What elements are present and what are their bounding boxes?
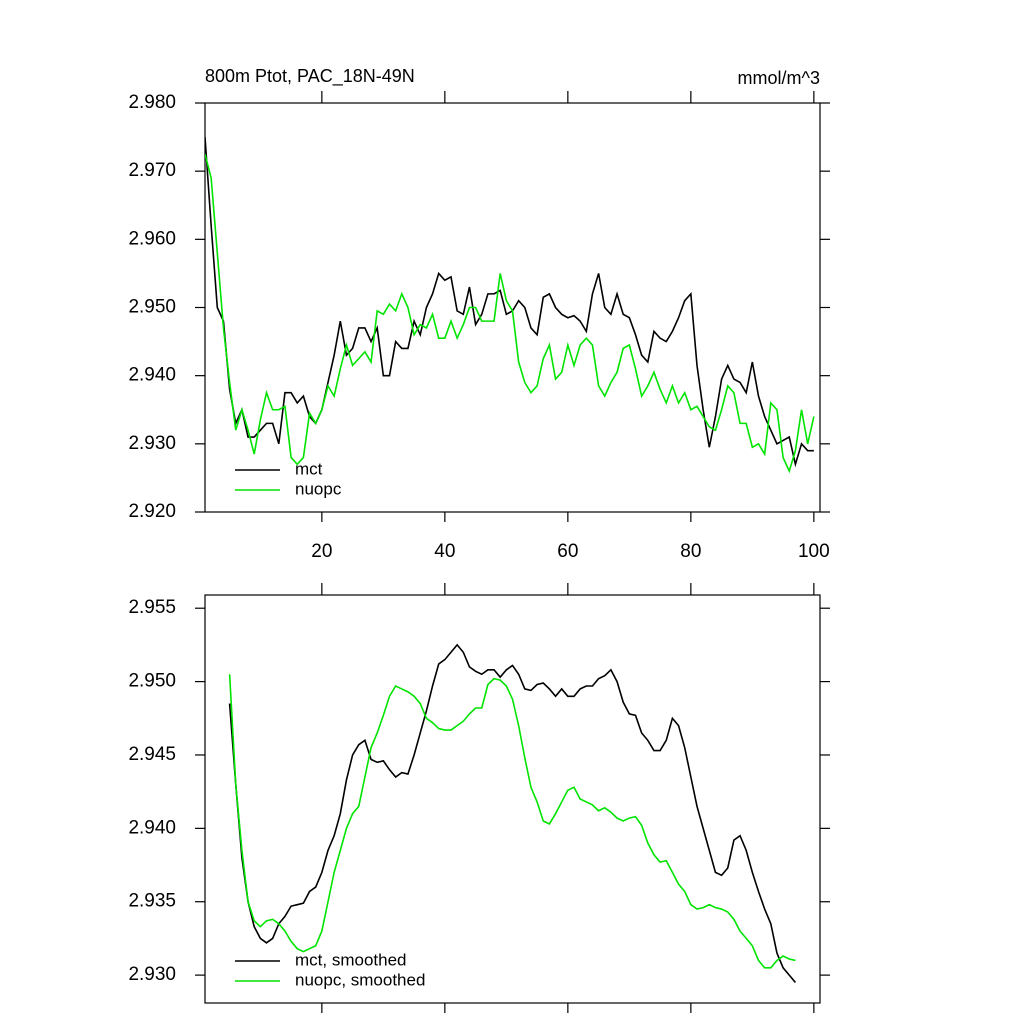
y-tick-label: 2.945 [128,744,176,765]
series-line [228,643,797,983]
y-tick-label: 2.950 [128,671,176,692]
y-tick-label: 2.940 [128,817,176,838]
x-tick-label: 80 [680,541,701,562]
legend-label: mct, smoothed [295,950,407,969]
x-tick-label: 20 [311,541,332,562]
units-label: mmol/m^3 [738,68,820,88]
legend-label: nuopc, smoothed [295,970,425,989]
y-tick-label: 2.935 [128,891,176,912]
y-tick-label: 2.955 [128,597,176,618]
legend-label: mct [295,459,323,478]
x-tick-label: 60 [557,541,578,562]
y-tick-label: 2.980 [128,92,176,113]
y-tick-label: 2.950 [128,297,176,318]
series-line [205,153,815,474]
x-tick-label: 100 [798,541,830,562]
series-line [228,674,796,969]
plot-frame [204,594,821,1004]
y-tick-label: 2.920 [128,501,176,522]
y-tick-label: 2.960 [128,228,176,249]
y-tick-label: 2.970 [128,160,176,181]
y-tick-label: 2.930 [128,433,176,454]
series-line [205,137,814,468]
plot-frame [204,102,821,513]
chart-title: 800m Ptot, PAC_18N-49N [205,66,415,87]
y-tick-label: 2.930 [128,964,176,985]
y-tick-label: 2.940 [128,365,176,386]
legend-label: nuopc [295,479,342,498]
x-tick-label: 40 [434,541,455,562]
